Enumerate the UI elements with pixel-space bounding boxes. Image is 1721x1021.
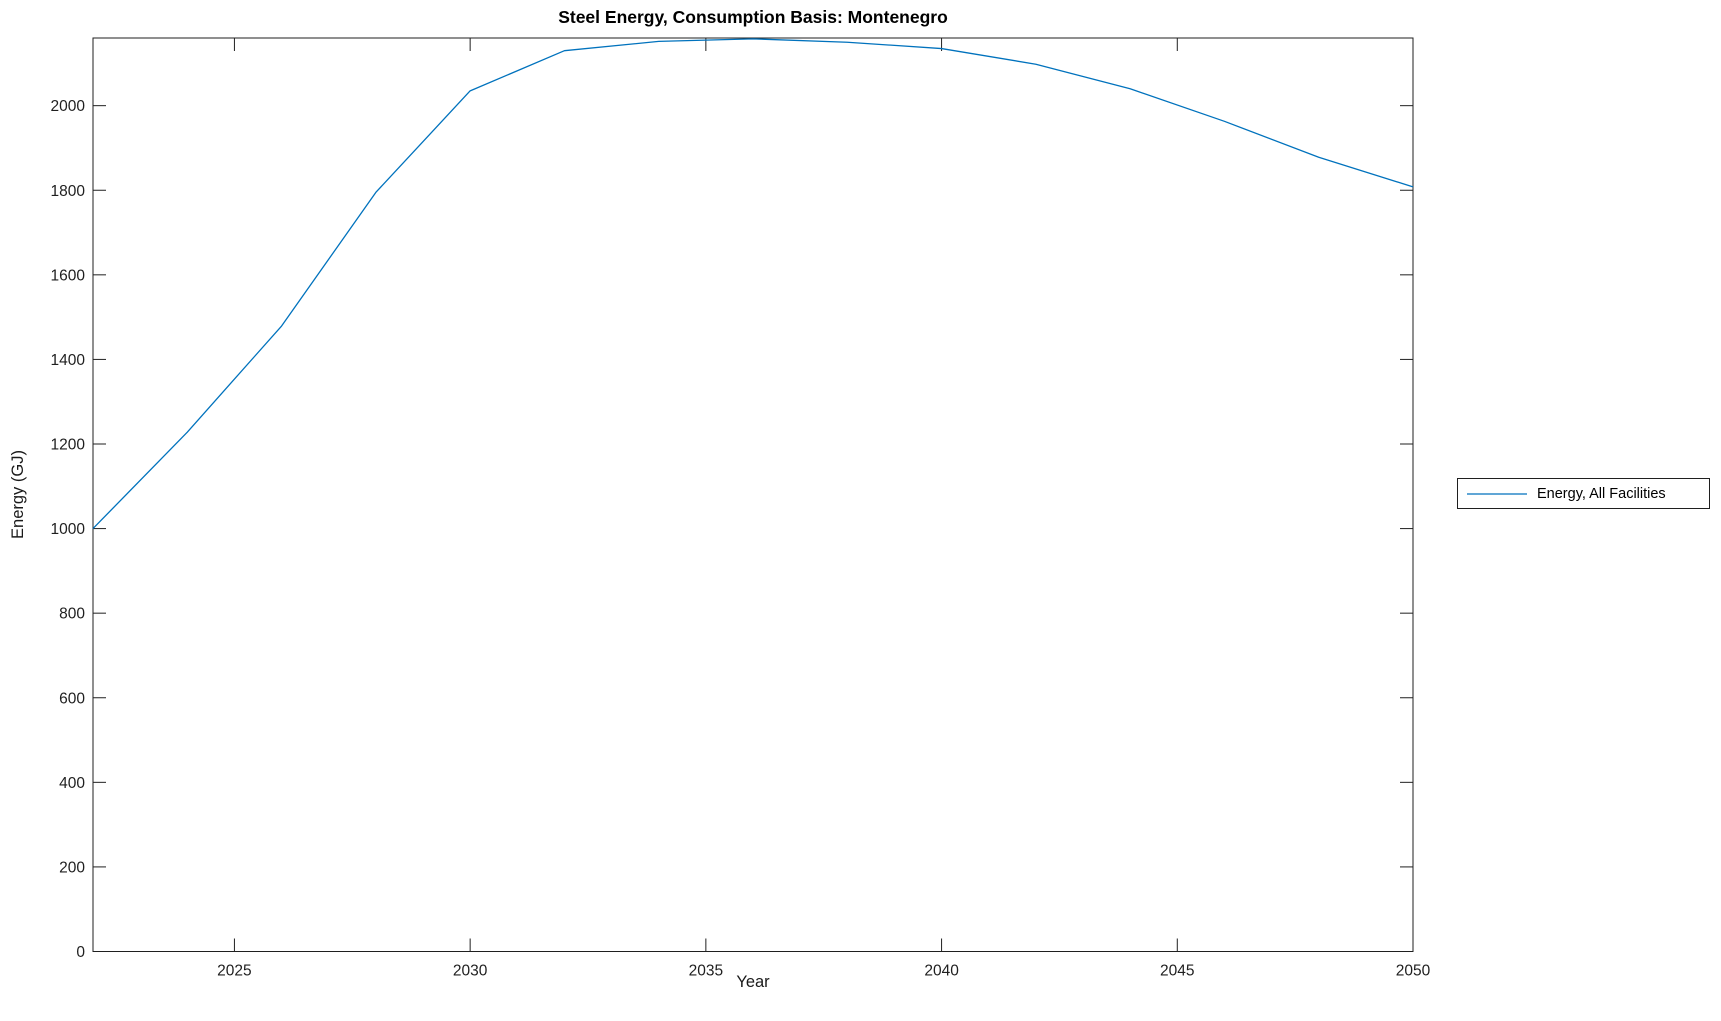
y-tick-label: 1600 xyxy=(51,267,86,284)
y-tick-label: 2000 xyxy=(51,98,86,115)
x-tick-label: 2040 xyxy=(924,963,959,980)
legend: Energy, All Facilities xyxy=(1457,478,1710,509)
y-tick-label: 0 xyxy=(76,944,85,961)
x-tick-label: 2035 xyxy=(689,963,723,980)
y-tick-label: 400 xyxy=(59,775,85,792)
y-tick-label: 600 xyxy=(59,690,85,707)
y-tick-label: 1200 xyxy=(51,437,86,454)
series-line xyxy=(92,38,1414,530)
axes-box xyxy=(92,37,1414,952)
x-axis-label: Year xyxy=(736,973,770,991)
y-tick-label: 800 xyxy=(59,606,85,623)
legend-item-label: Energy, All Facilities xyxy=(1537,485,1666,502)
x-tick-label: 2025 xyxy=(217,963,251,980)
y-tick-label: 1000 xyxy=(51,521,86,538)
x-tick-label: 2030 xyxy=(453,963,488,980)
chart-title: Steel Energy, Consumption Basis: Montene… xyxy=(558,7,948,27)
y-tick-label: 1400 xyxy=(51,352,86,369)
legend-line-sample xyxy=(1467,492,1527,495)
x-tick-label: 2045 xyxy=(1160,963,1194,980)
x-tick-label: 2050 xyxy=(1396,963,1431,980)
y-tick-label: 1800 xyxy=(51,183,86,200)
y-tick-label: 200 xyxy=(59,859,85,876)
